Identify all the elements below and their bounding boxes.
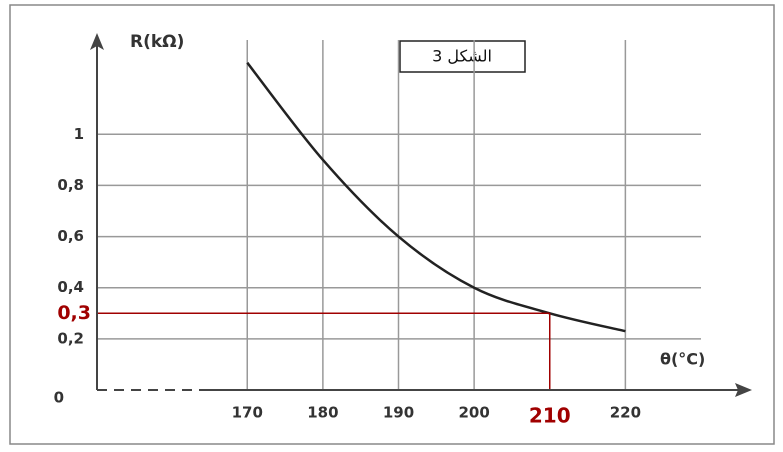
x-axis-label: θ(°C)	[660, 350, 705, 369]
x-tick-label: 220	[610, 404, 641, 422]
grid	[96, 40, 701, 390]
y-tick-label: 0,8	[57, 176, 84, 194]
guide-x-label: 210	[529, 404, 571, 428]
y-tick-label: 0	[54, 389, 64, 407]
guide-y-label: 0,3	[57, 302, 91, 324]
frame	[9, 4, 775, 445]
x-tick-label: 190	[383, 404, 414, 422]
x-tick-label: 180	[307, 404, 338, 422]
y-tick-label: 0,6	[57, 227, 84, 245]
title-box	[399, 40, 526, 73]
y-axis-label: R(kΩ)	[130, 32, 184, 52]
x-axis-arrow	[735, 383, 752, 397]
y-tick-label: 0,2	[57, 329, 84, 347]
y-tick-label: 1	[74, 125, 84, 143]
x-tick-label: 170	[232, 404, 263, 422]
plot	[96, 61, 626, 390]
chart-title: الشكل 3	[432, 47, 492, 66]
y-tick-label: 0,4	[57, 278, 84, 296]
x-tick-label: 200	[458, 404, 489, 422]
y-axis-arrow	[90, 33, 104, 50]
